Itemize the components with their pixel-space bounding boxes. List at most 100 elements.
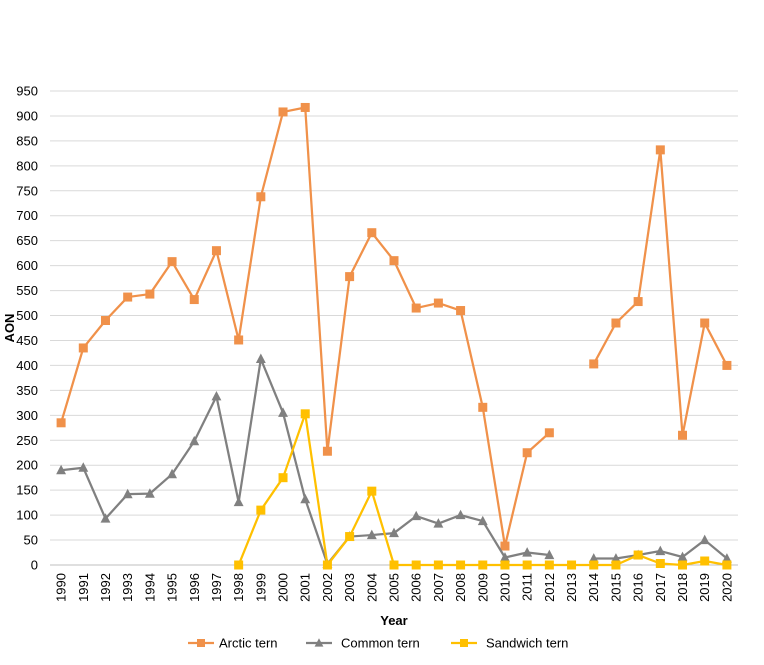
- series-sandwich-tern: [234, 409, 732, 570]
- data-point-common-tern: [588, 553, 599, 563]
- data-point-common-tern: [610, 553, 621, 563]
- data-point-common-tern: [433, 518, 444, 528]
- series-line-sandwich-tern: [237, 412, 728, 567]
- data-point-arctic-tern: [256, 192, 266, 202]
- y-tick-label: 250: [16, 433, 38, 448]
- data-point-arctic-tern: [367, 228, 377, 238]
- series-line-common-tern: [60, 357, 550, 566]
- x-tick-label: 2019: [697, 573, 712, 602]
- y-tick-label: 650: [16, 233, 38, 248]
- x-tick-label: 2000: [276, 573, 291, 602]
- x-tick-label: 2002: [320, 573, 335, 602]
- y-tick-label: 200: [16, 458, 38, 473]
- data-point-common-tern: [544, 549, 555, 560]
- data-point-arctic-tern: [78, 343, 88, 353]
- data-point-sandwich-tern: [522, 560, 532, 570]
- legend-marker: [197, 639, 205, 647]
- data-point-arctic-tern: [56, 418, 66, 428]
- series-arctic-tern: [56, 102, 732, 551]
- y-tick-label: 850: [16, 133, 38, 148]
- legend-label: Common tern: [341, 636, 420, 651]
- x-tick-label: 2010: [497, 573, 512, 602]
- y-tick-label: 600: [16, 258, 38, 273]
- data-point-arctic-tern: [700, 318, 710, 328]
- data-point-arctic-tern: [478, 402, 488, 412]
- y-axis-title: AON: [2, 314, 17, 343]
- data-point-common-tern: [211, 390, 222, 401]
- data-point-arctic-tern: [522, 448, 532, 458]
- series-layer: [56, 102, 732, 570]
- data-point-arctic-tern: [589, 359, 599, 369]
- y-tick-label: 750: [16, 183, 38, 198]
- x-tick-label: 2013: [564, 573, 579, 602]
- data-point-common-tern: [500, 552, 510, 562]
- data-point-sandwich-tern: [478, 560, 488, 570]
- legend-marker: [460, 639, 468, 647]
- data-point-common-tern: [122, 488, 133, 499]
- data-point-arctic-tern: [611, 318, 621, 328]
- data-point-common-tern: [300, 493, 311, 504]
- x-tick-label: 2007: [431, 573, 446, 602]
- x-tick-label: 2020: [719, 573, 734, 602]
- data-point-arctic-tern: [411, 303, 421, 313]
- data-point-common-tern: [699, 534, 710, 545]
- data-point-arctic-tern: [633, 297, 643, 307]
- y-tick-label: 550: [16, 283, 38, 298]
- data-point-sandwich-tern: [389, 560, 399, 570]
- series-line-arctic-tern: [60, 106, 551, 548]
- data-point-common-tern: [255, 353, 266, 363]
- x-tick-label: 2001: [298, 573, 313, 602]
- legend: Arctic tern Common tern Sandwich tern: [188, 636, 568, 651]
- data-point-sandwich-tern: [234, 560, 244, 570]
- x-tick-label: 2016: [631, 573, 646, 602]
- data-point-sandwich-tern: [589, 560, 599, 570]
- data-point-sandwich-tern: [567, 560, 577, 570]
- x-tick-label: 1992: [98, 573, 113, 602]
- data-point-arctic-tern: [678, 430, 688, 440]
- x-tick-label: 2008: [453, 573, 468, 602]
- y-tick-label: 800: [16, 158, 38, 173]
- data-point-arctic-tern: [544, 428, 554, 438]
- legend-item-arctic-tern: Arctic tern: [188, 636, 278, 651]
- series-line-arctic-tern: [592, 148, 728, 437]
- y-tick-label: 100: [16, 508, 38, 523]
- x-axis-title: Year: [380, 613, 407, 628]
- x-tick-label: 1993: [120, 573, 135, 602]
- data-point-arctic-tern: [322, 446, 332, 456]
- data-point-common-tern: [677, 551, 688, 562]
- data-point-sandwich-tern: [633, 550, 643, 560]
- data-point-sandwich-tern: [456, 560, 466, 570]
- y-tick-label: 900: [16, 108, 38, 123]
- x-tick-label: 2005: [387, 573, 402, 602]
- data-point-sandwich-tern: [345, 532, 355, 542]
- data-point-sandwich-tern: [500, 560, 510, 570]
- data-point-sandwich-tern: [367, 486, 377, 496]
- data-point-common-tern: [411, 510, 422, 521]
- y-axis-ticks: 0 50 100 150 200 250 300 350 400 450 500 550 600 650 7…: [16, 84, 38, 573]
- data-point-common-tern: [233, 496, 244, 507]
- data-point-common-tern: [189, 435, 200, 446]
- data-point-arctic-tern: [189, 295, 199, 305]
- data-point-arctic-tern: [278, 107, 288, 117]
- data-point-sandwich-tern: [433, 560, 443, 570]
- data-point-common-tern: [56, 464, 67, 475]
- data-point-sandwich-tern: [322, 560, 332, 570]
- y-tick-label: 700: [16, 208, 38, 223]
- data-point-sandwich-tern: [700, 556, 710, 566]
- x-tick-label: 2011: [520, 573, 535, 601]
- y-tick-label: 50: [24, 533, 38, 548]
- x-tick-label: 1994: [142, 573, 157, 602]
- data-point-arctic-tern: [655, 145, 665, 155]
- data-point-common-tern: [477, 515, 488, 526]
- data-point-arctic-tern: [234, 335, 244, 345]
- x-axis-ticks: 1990 1991 1992 1993 1994 1995 1996 1997 1998 1999…: [54, 573, 735, 602]
- data-point-common-tern: [455, 509, 466, 520]
- x-tick-label: 1991: [76, 573, 91, 602]
- y-tick-label: 350: [16, 383, 38, 398]
- legend-label: Sandwich tern: [486, 636, 568, 651]
- legend-item-sandwich-tern: Sandwich tern: [451, 636, 568, 651]
- data-point-common-tern: [100, 513, 111, 523]
- gridlines: [50, 90, 738, 566]
- data-point-arctic-tern: [145, 289, 155, 299]
- legend-label: Arctic tern: [219, 636, 278, 651]
